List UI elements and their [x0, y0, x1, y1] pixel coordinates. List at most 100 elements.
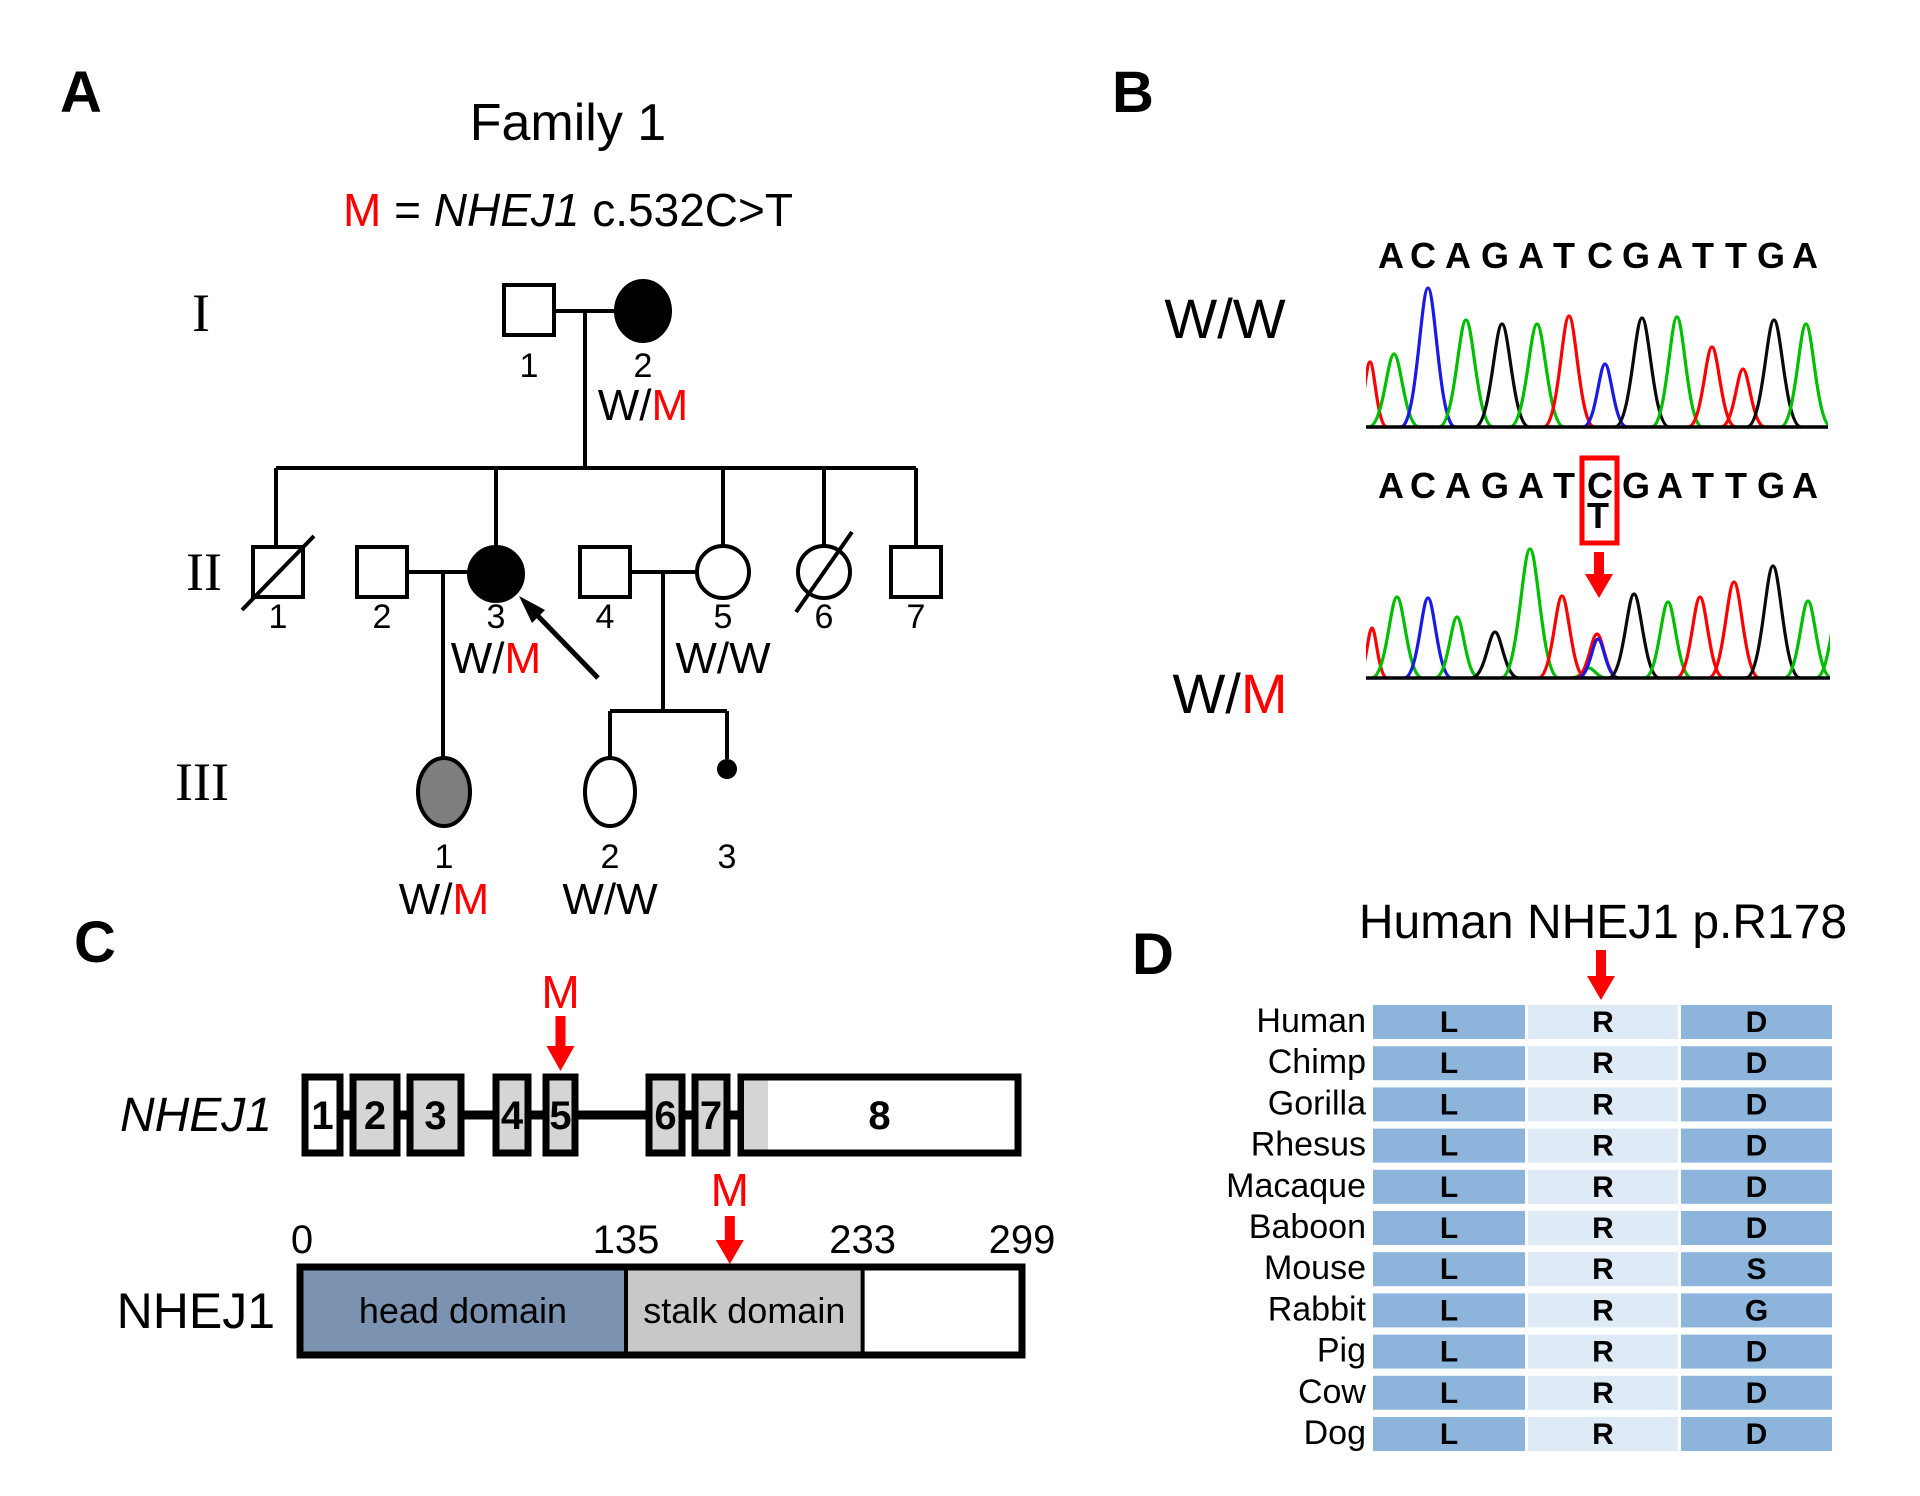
base-call-letter: G [1757, 465, 1785, 506]
base-call-letter: G [1622, 235, 1650, 276]
individual-number-II-6: 6 [815, 598, 834, 636]
base-call-letter: T [1553, 465, 1575, 506]
trace-peak [1370, 595, 1424, 680]
exon-box-3 [406, 1073, 465, 1157]
individual-number-II-3: 3 [487, 598, 506, 636]
individual-number-III-2: 2 [601, 838, 620, 876]
trace-peak [1403, 596, 1453, 680]
protein-mutation-arrow [724, 1216, 735, 1240]
table-row: Chimp L R D [1268, 1043, 1832, 1081]
table-row: Cow L R D [1298, 1373, 1832, 1411]
genotype-label-ww: W/W [1164, 287, 1285, 350]
variant-arrow-head [1585, 574, 1613, 598]
table-row: Baboon L R D [1249, 1208, 1832, 1246]
trace-peak [1474, 322, 1530, 429]
trace-peak [1779, 322, 1828, 429]
residue-cell [1373, 1211, 1525, 1245]
individual-number-II-1: 1 [269, 598, 288, 636]
panel-b: B W/W W/M A C A G A T C G A T T G AA C A G A T C G A T T G AT [1112, 60, 1830, 725]
trace-peak [1509, 322, 1565, 429]
gene-name-italic: NHEJ1 [434, 184, 580, 236]
individual-number-II-2: 2 [373, 598, 392, 636]
trace-peak [1438, 318, 1494, 429]
residue-letter: L [1440, 1253, 1458, 1286]
trace-peak [1614, 316, 1670, 429]
species-label-chimp: Chimp [1268, 1043, 1366, 1081]
trace-peak [1675, 595, 1725, 680]
exon-number-2: 2 [364, 1094, 386, 1138]
residue-letter: R [1592, 1336, 1614, 1369]
proband-arrow-head [519, 596, 545, 623]
base-call-letter: G [1622, 465, 1650, 506]
individual-number-I-2: 2 [634, 347, 653, 385]
residue-cell [1373, 1375, 1525, 1410]
table-row: Rabbit L R G [1268, 1290, 1832, 1328]
base-call-letter: A [1518, 235, 1544, 276]
species-label-dog: Dog [1304, 1414, 1366, 1452]
residue-letter: R [1592, 1088, 1614, 1121]
exon-number-4: 4 [501, 1094, 524, 1138]
base-call-letter: T [1692, 235, 1714, 276]
domain-stalk domain [625, 1267, 863, 1355]
residue-cell [1528, 1169, 1678, 1204]
trace-wm [1366, 547, 1830, 680]
residue-cell [1528, 1375, 1678, 1410]
trace-peak [1399, 286, 1457, 429]
base-call-letter: A [1792, 235, 1818, 276]
residue-cell [1681, 1375, 1832, 1410]
base-call-letter: C [1410, 465, 1436, 506]
trace-peak [1582, 362, 1628, 429]
pedigree-individual-II-2 [355, 545, 409, 599]
base-call-letter: A [1518, 465, 1544, 506]
species-label-pig: Pig [1317, 1332, 1366, 1370]
trace-peak [1746, 318, 1802, 429]
protein-bar-border [296, 1263, 1026, 1359]
residue-letter: G [1745, 1294, 1768, 1327]
residue-cell [1681, 1417, 1832, 1451]
gene-mutation-arrow [555, 1016, 566, 1046]
species-label-macaque: Macaque [1226, 1167, 1366, 1205]
individual-number-I-1: 1 [520, 347, 539, 385]
protein-domain-diagram: head domain stalk domain 0 135 233 299 M [291, 1164, 1055, 1359]
residue-cell [1528, 1252, 1678, 1287]
base-call-letter: T [1553, 235, 1575, 276]
sanger-chromatograms: A C A G A T C G A T T G AA C A G A T C G A T T G AT [1366, 235, 1830, 680]
panel-c: C NHEJ1 1 2 3 4 5M6 7 8 NHEJ1 head domain stalk… [74, 910, 1055, 1359]
base-call-letter: C [1410, 235, 1436, 276]
residue-letter: R [1592, 1418, 1614, 1451]
deceased-slash-II-6 [794, 530, 854, 614]
mutation-symbol: M [343, 184, 381, 236]
exon-box-5 [542, 1073, 579, 1157]
residue-cell [1681, 1334, 1832, 1369]
residue-letter: R [1592, 1377, 1614, 1410]
trace-peak [1707, 580, 1761, 680]
residue-letter: L [1440, 1336, 1458, 1369]
individual-number-II-4: 4 [596, 598, 615, 636]
mutation-legend: M = NHEJ1 c.532C>T [343, 184, 793, 236]
trace-peak [1607, 592, 1661, 680]
table-row: Dog L R D [1304, 1414, 1832, 1452]
protein-mutation-arrow-head [715, 1240, 744, 1264]
species-label-mouse: Mouse [1264, 1249, 1366, 1287]
genotype-III-1: W/M [399, 875, 489, 924]
residue-cell [1373, 1169, 1525, 1204]
residue-cell [1681, 1005, 1832, 1039]
residue-letter: R [1592, 1006, 1614, 1039]
protein-diagram-label: NHEJ1 [117, 1283, 275, 1339]
species-label-cow: Cow [1298, 1373, 1366, 1411]
individual-number-II-7: 7 [907, 598, 926, 636]
pedigree-individual-III-1 [416, 756, 472, 828]
species-label-rabbit: Rabbit [1268, 1290, 1367, 1328]
pedigree-individual-I-2 [614, 279, 672, 343]
residue-letter: D [1746, 1171, 1768, 1204]
base-call-letter: C [1587, 465, 1613, 506]
protein-mutation-marker: M [711, 1164, 749, 1216]
exon-number-5: 5 [549, 1094, 571, 1138]
gene-mutation-marker: M [541, 966, 579, 1018]
table-row: Human L R D [1256, 1002, 1832, 1040]
residue-letter: L [1440, 1171, 1458, 1204]
